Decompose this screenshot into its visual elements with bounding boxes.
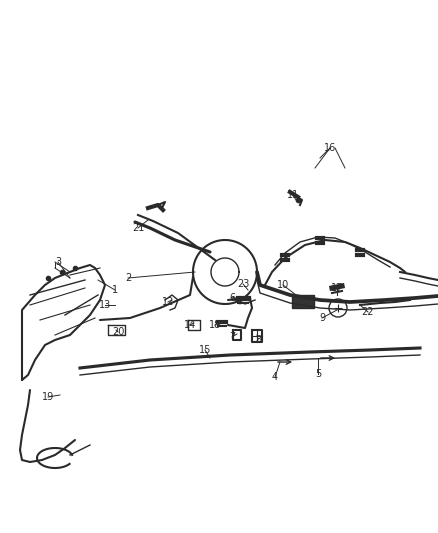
Text: 3: 3 bbox=[55, 257, 61, 267]
Text: 2: 2 bbox=[125, 273, 131, 283]
Text: 4: 4 bbox=[272, 372, 278, 382]
Text: 9: 9 bbox=[319, 313, 325, 323]
Text: 5: 5 bbox=[315, 369, 321, 379]
Text: 16: 16 bbox=[324, 143, 336, 153]
Text: 12: 12 bbox=[162, 297, 174, 307]
Text: 22: 22 bbox=[362, 307, 374, 317]
Text: 13: 13 bbox=[99, 300, 111, 310]
Text: 10: 10 bbox=[277, 280, 289, 290]
Text: 14: 14 bbox=[184, 320, 196, 330]
Text: 23: 23 bbox=[237, 279, 249, 289]
Text: 8: 8 bbox=[255, 335, 261, 345]
Text: 15: 15 bbox=[199, 345, 211, 355]
Text: 20: 20 bbox=[112, 327, 124, 337]
Text: 7: 7 bbox=[229, 332, 235, 342]
Text: 11: 11 bbox=[287, 190, 299, 200]
Text: 17: 17 bbox=[331, 283, 343, 293]
Text: 1: 1 bbox=[112, 285, 118, 295]
FancyBboxPatch shape bbox=[292, 295, 314, 308]
Text: 21: 21 bbox=[132, 223, 144, 233]
Text: 18: 18 bbox=[209, 320, 221, 330]
Text: 6: 6 bbox=[229, 293, 235, 303]
Text: 19: 19 bbox=[42, 392, 54, 402]
